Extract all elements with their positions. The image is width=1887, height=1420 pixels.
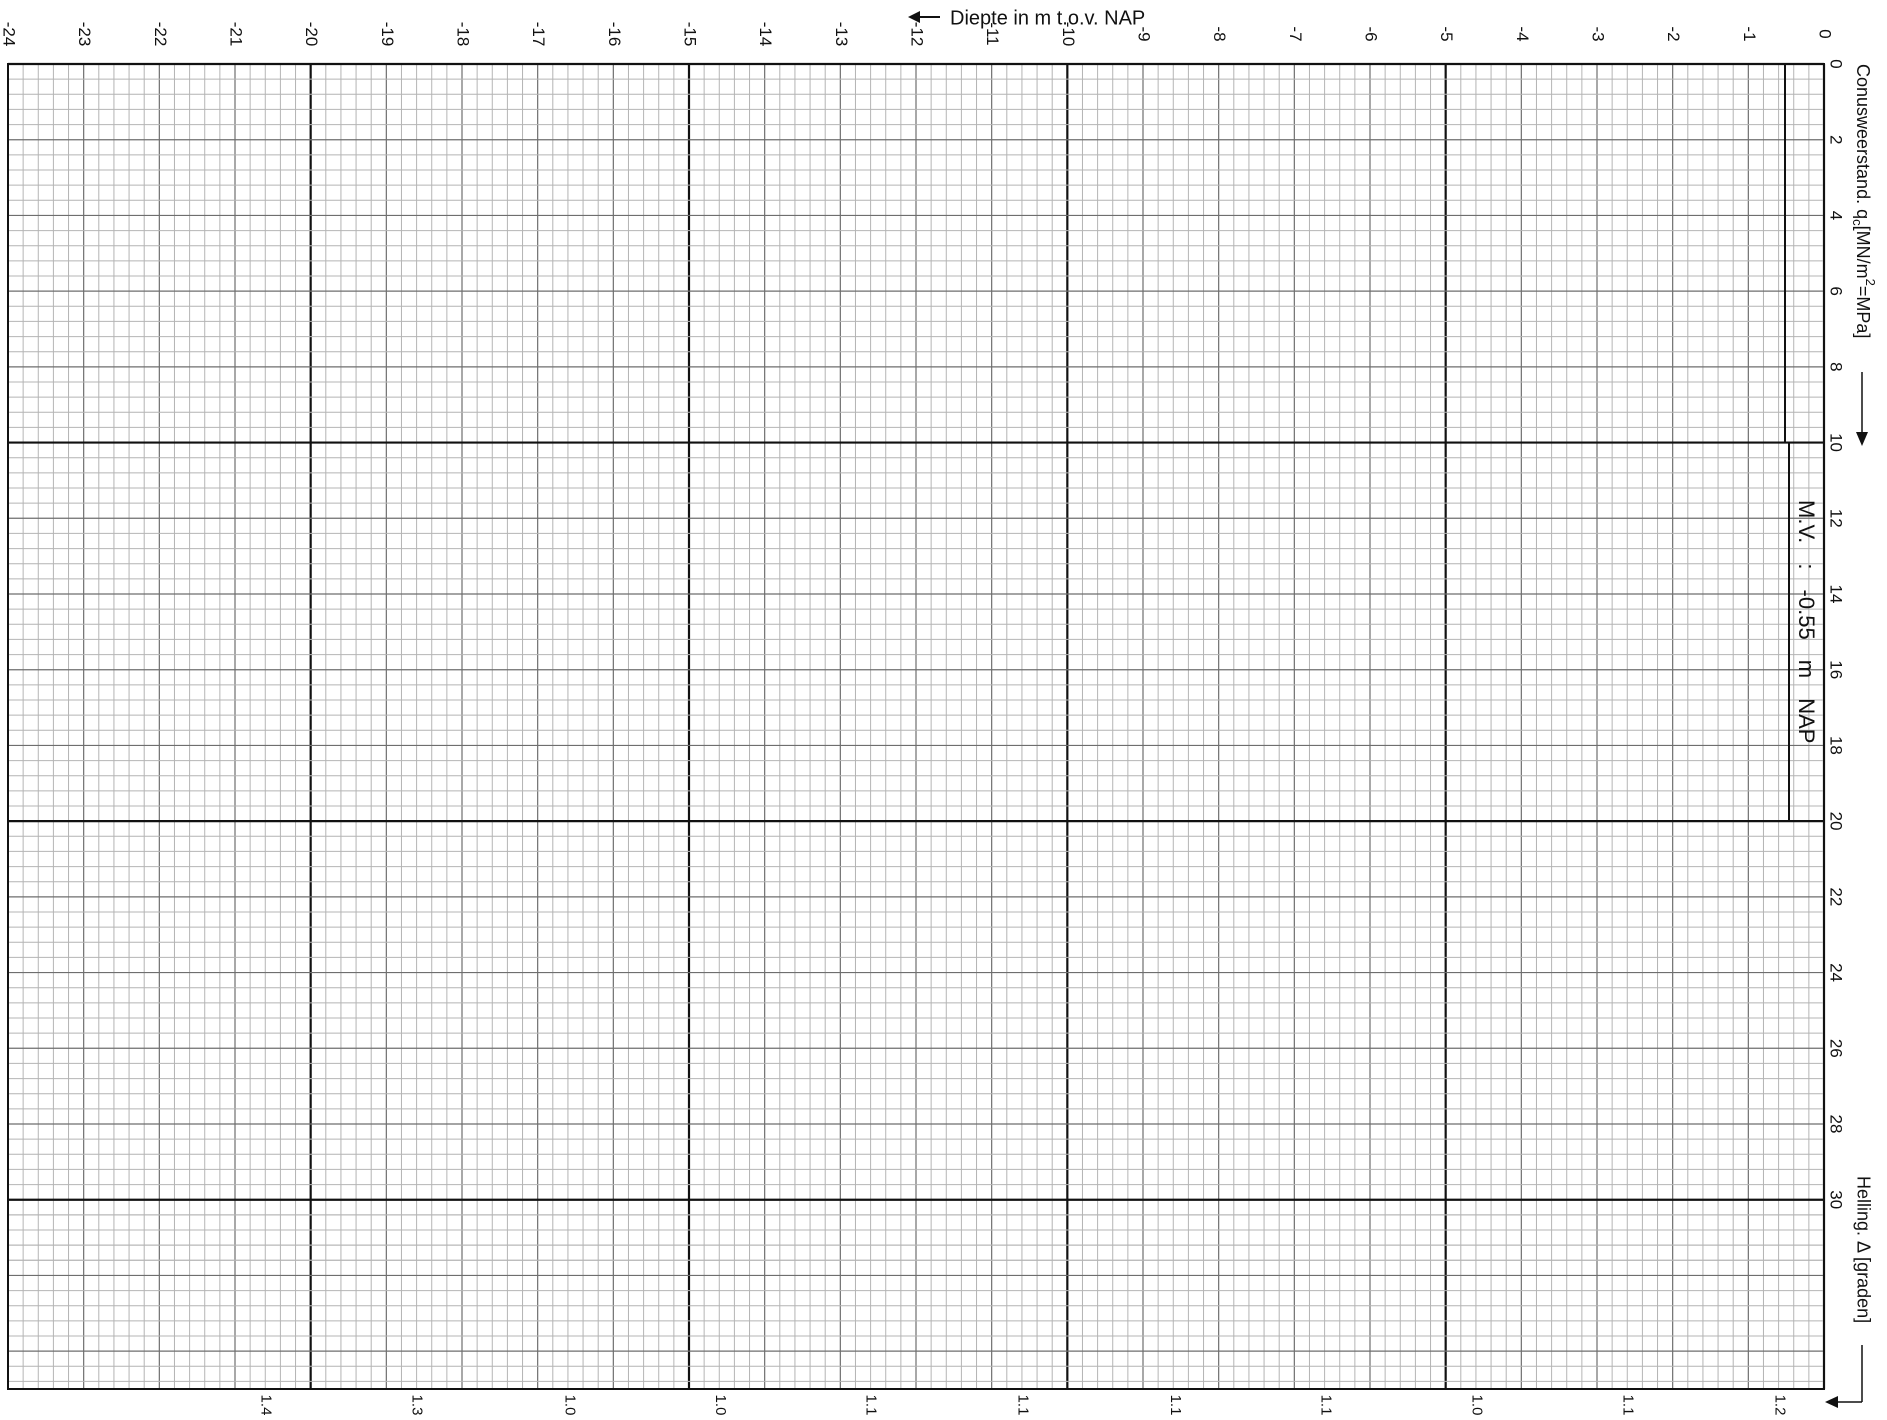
y-tick-label: 6 <box>1827 286 1846 295</box>
y-tick-label: 12 <box>1827 509 1846 528</box>
x-tick-label: -2 <box>1664 26 1683 41</box>
inclination-label: 1.1 <box>863 1395 880 1416</box>
x-tick-label: -12 <box>908 22 927 47</box>
x-tick-label: -14 <box>756 22 775 47</box>
x-tick-label: -21 <box>227 22 246 47</box>
y-tick-label: 20 <box>1827 812 1846 831</box>
x-tick-label: -15 <box>681 22 700 47</box>
inclination-label: 1.1 <box>1015 1395 1032 1416</box>
chart-title: Diepte in m t.o.v. NAP <box>950 7 1145 29</box>
y-axis-title: Conusweerstand. qc[MN/m2=MPa] <box>1850 64 1878 338</box>
y-tick-label: 10 <box>1827 433 1846 452</box>
inclination-label: 1.1 <box>1619 1395 1636 1416</box>
y-tick-label: 4 <box>1827 211 1846 220</box>
x-tick-label: -22 <box>151 22 170 47</box>
y-tick-label: 16 <box>1827 660 1846 679</box>
y-tick-label: 30 <box>1827 1190 1846 1209</box>
x-tick-label: -11 <box>983 22 1002 45</box>
x-tick-label: -7 <box>1286 26 1305 41</box>
x-tick-label: -17 <box>529 22 548 47</box>
y-tick-label: 24 <box>1827 963 1846 982</box>
x-tick-label: -3 <box>1589 26 1608 41</box>
bottom-axis-title: Helling. Δ [graden] <box>1853 1176 1873 1323</box>
y-tick-label: 26 <box>1827 1039 1846 1058</box>
y-tick-label: 22 <box>1827 887 1846 906</box>
x-tick-label: -9 <box>1135 26 1154 41</box>
y-axis-title-unit-end: =MPa] <box>1853 286 1873 339</box>
y-tick-label: 8 <box>1827 362 1846 371</box>
grid <box>7 62 1826 1389</box>
x-tick-label: -8 <box>1210 26 1229 41</box>
title-arrow-head <box>908 11 920 23</box>
y-axis-title-unit: [MN/m <box>1853 226 1873 279</box>
x-tick-label: -20 <box>302 22 321 47</box>
y-axis-title-text: Conusweerstand. q <box>1853 64 1873 219</box>
x-tick-label: -6 <box>1362 26 1381 41</box>
y-axis-arrow-head <box>1856 432 1868 446</box>
y-axis-title-sup: 2 <box>1863 279 1878 286</box>
x-tick-label: 0 <box>1816 29 1835 38</box>
x-tick-label: -16 <box>605 22 624 47</box>
x-tick-label: -13 <box>832 22 851 47</box>
x-tick-label: -4 <box>1513 26 1532 41</box>
x-tick-label: -1 <box>1740 26 1759 41</box>
y-axis-title-sub: c <box>1850 219 1865 226</box>
inclination-label: 1.1 <box>1167 1395 1184 1416</box>
y-tick-label: 0 <box>1827 59 1846 68</box>
inclination-label: 1.4 <box>257 1395 274 1416</box>
x-tick-label: -10 <box>1059 22 1078 47</box>
inclination-label: 1.0 <box>712 1395 729 1416</box>
x-tick-label: -18 <box>454 22 473 47</box>
plot-frame <box>7 63 1825 1390</box>
y-tick-label: 28 <box>1827 1115 1846 1134</box>
inclination-label: 1.1 <box>1317 1395 1334 1416</box>
inclination-label: 1.2 <box>1771 1395 1788 1416</box>
annotation: M.V. : -0.55 m NAP <box>1794 500 1819 743</box>
x-tick-label: -19 <box>378 22 397 47</box>
inclination-label: 1.0 <box>561 1395 578 1416</box>
y-tick-label: 2 <box>1827 135 1846 144</box>
y-tick-label: 18 <box>1827 736 1846 755</box>
x-tick-label: -5 <box>1437 26 1456 41</box>
y-tick-label: 14 <box>1827 585 1846 604</box>
inclination-label: 1.3 <box>409 1395 426 1416</box>
inclination-label: 1.0 <box>1469 1395 1486 1416</box>
bottom-axis-arrow-head <box>1825 1396 1838 1408</box>
x-tick-label: -24 <box>0 22 19 47</box>
x-tick-label: -23 <box>75 22 94 47</box>
